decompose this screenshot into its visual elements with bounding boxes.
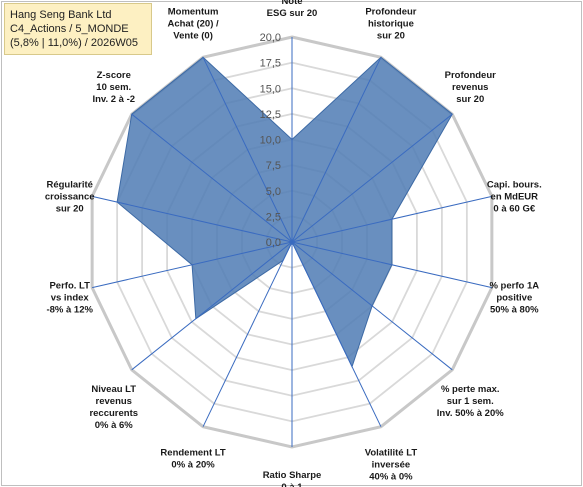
tick-label: 10,0 bbox=[260, 135, 281, 147]
tick-label: 20,0 bbox=[260, 32, 281, 44]
axis-label: Note ESG sur 20 bbox=[267, 0, 318, 19]
axis-spoke bbox=[92, 241, 293, 289]
axis-label: Rendement LT 0% à 20% bbox=[160, 447, 225, 470]
axis-spoke bbox=[291, 57, 382, 243]
axis-spoke bbox=[131, 113, 293, 243]
axis-spoke bbox=[92, 195, 293, 243]
title-line-3: (5,8% | 11,0%) / 2026W05 bbox=[10, 37, 138, 49]
axis-spoke bbox=[291, 241, 492, 289]
axis-spoke bbox=[131, 241, 293, 371]
tick-label: 17,5 bbox=[260, 58, 281, 70]
axis-spoke bbox=[202, 57, 293, 243]
axis-spoke bbox=[291, 241, 453, 371]
axis-spoke bbox=[202, 241, 293, 427]
tick-label: 0,0 bbox=[266, 237, 281, 249]
title-line-1: Hang Seng Bank Ltd bbox=[10, 9, 112, 21]
axis-label: Régularité croissance sur 20 bbox=[45, 179, 95, 214]
radar-tick-labels: 0,0 2,5 5,0 7,5 10,0 12,5 15,0 17,5 20,0 bbox=[260, 32, 281, 249]
axis-label: Capi. bours. en MdEUR 0 à 60 G€ bbox=[487, 179, 542, 214]
axis-label: Profondeur revenus sur 20 bbox=[445, 70, 496, 105]
tick-label: 2,5 bbox=[266, 211, 281, 223]
tick-label: 7,5 bbox=[266, 160, 281, 172]
axis-label: Z-score 10 sem. Inv. 2 à -2 bbox=[92, 70, 135, 105]
axis-spoke bbox=[291, 195, 492, 243]
radar-spokes bbox=[92, 37, 492, 447]
axis-spoke bbox=[291, 241, 382, 427]
tick-label: 5,0 bbox=[266, 186, 281, 198]
chart-title-box: Hang Seng Bank Ltd C4_Actions / 5_MONDE … bbox=[4, 3, 152, 55]
radar-axis-labels: Note ESG sur 20 Profondeur historique sur 20… bbox=[45, 0, 542, 487]
tick-label: 15,0 bbox=[260, 83, 281, 95]
radar-data bbox=[116, 56, 453, 369]
axis-spoke bbox=[291, 113, 453, 243]
axis-label: Volatilité LT inversée 40% à 0% bbox=[365, 447, 418, 482]
axis-label: Ratio Sharpe0 à 1 bbox=[263, 470, 322, 487]
axis-label: Perfo. LT vs index -8% à 12% bbox=[46, 281, 93, 316]
axis-label: Niveau LT revenus reccurents 0% à 6% bbox=[89, 384, 138, 431]
data-series-area bbox=[116, 56, 453, 369]
axis-label: Profondeur historique sur 20 bbox=[365, 7, 416, 42]
title-line-2: C4_Actions / 5_MONDE bbox=[10, 23, 129, 35]
axis-label: % perfo 1A positive 50% à 80% bbox=[489, 281, 539, 316]
tick-label: 12,5 bbox=[260, 109, 281, 121]
axis-label: % perte max. sur 1 sem. Inv. 50% à 20% bbox=[437, 384, 504, 419]
axis-label: Momentum Achat (20) / Vente (0) bbox=[167, 7, 219, 42]
